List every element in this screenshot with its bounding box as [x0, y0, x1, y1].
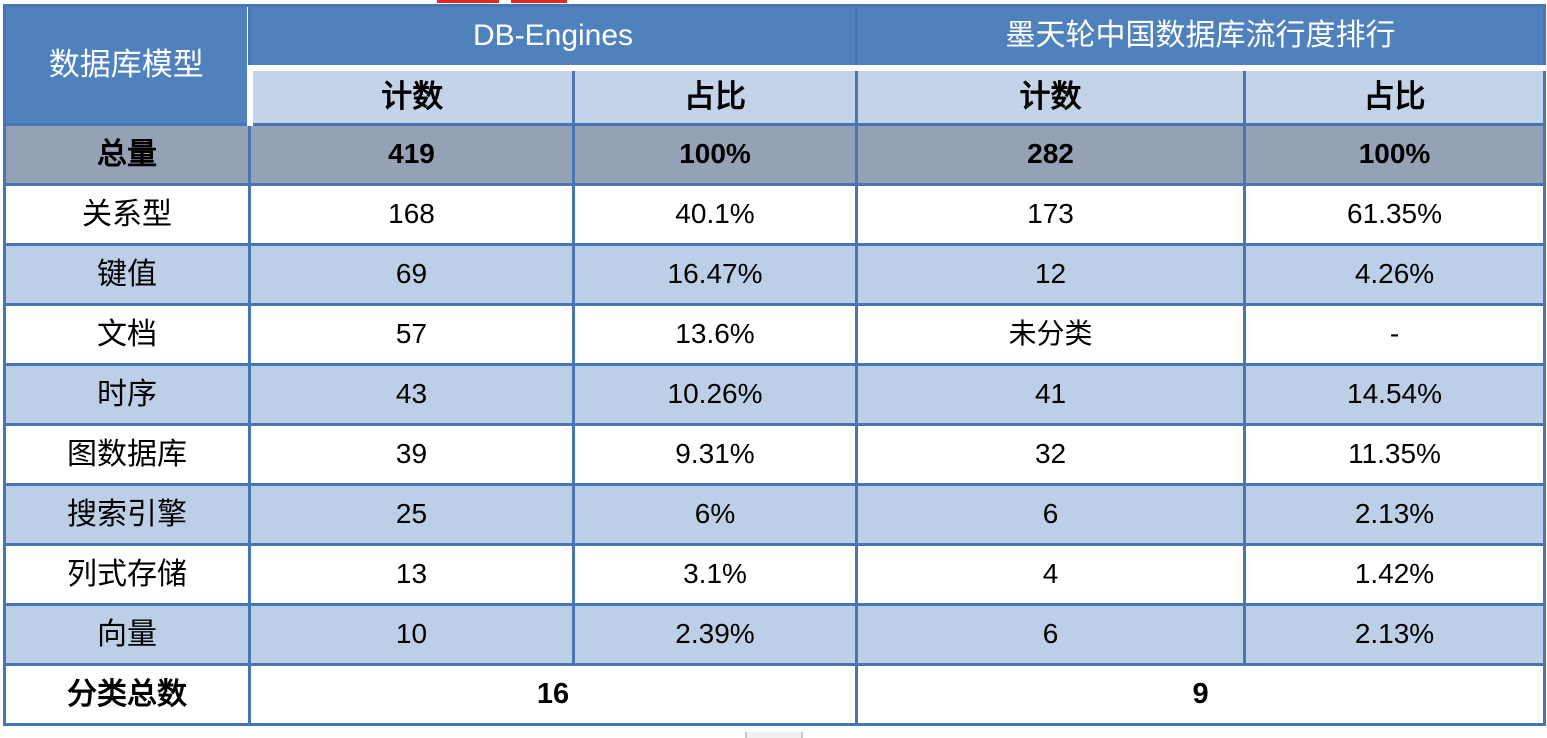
count-cell: 57: [248, 303, 575, 366]
table-row: 图数据库 39 9.31% 32 11.35%: [3, 423, 1547, 486]
row-label: 向量: [3, 603, 251, 666]
table-row-category-total: 分类总数 16 9: [3, 663, 1547, 726]
subheader-share-modb: 占比: [1243, 66, 1547, 126]
row-label: 列式存储: [3, 543, 251, 606]
row-label: 关系型: [3, 183, 251, 246]
text-underline-artifact: [511, 0, 567, 3]
share-cell: 4.26%: [1243, 243, 1547, 306]
row-label: 文档: [3, 303, 251, 366]
count-cell: 12: [855, 243, 1247, 306]
category-total-modb: 9: [855, 663, 1547, 726]
share-cell: 40.1%: [571, 183, 859, 246]
table-row: 键值 69 16.47% 12 4.26%: [3, 243, 1547, 306]
subheader-share-dbengines: 占比: [571, 66, 859, 126]
count-cell: 6: [855, 603, 1247, 666]
count-cell: 173: [855, 183, 1247, 246]
share-cell: 13.6%: [571, 303, 859, 366]
text-underline-artifact: [437, 0, 499, 3]
subheader-count-modb: 计数: [855, 66, 1247, 126]
table-row-total: 总量 419 100% 282 100%: [3, 123, 1547, 186]
comparison-table-container: 数据库模型 DB-Engines 墨天轮中国数据库流行度排行 计数 占比 计数 …: [3, 4, 1547, 726]
count-cell: 6: [855, 483, 1247, 546]
share-cell: 2.13%: [1243, 603, 1547, 666]
count-cell: 168: [248, 183, 575, 246]
share-cell: 6%: [571, 483, 859, 546]
share-cell: 3.1%: [571, 543, 859, 606]
share-cell: 2.13%: [1243, 483, 1547, 546]
share-cell: 2.39%: [571, 603, 859, 666]
share-cell: 1.42%: [1243, 543, 1547, 606]
row-label: 总量: [3, 123, 251, 186]
share-cell: 14.54%: [1243, 363, 1547, 426]
count-cell: 4: [855, 543, 1247, 606]
table-row: 文档 57 13.6% 未分类 -: [3, 303, 1547, 366]
row-label: 分类总数: [3, 663, 251, 726]
row-label: 键值: [3, 243, 251, 306]
table-row: 时序 43 10.26% 41 14.54%: [3, 363, 1547, 426]
count-cell: 25: [248, 483, 575, 546]
share-cell: 11.35%: [1243, 423, 1547, 486]
count-cell: 13: [248, 543, 575, 606]
table-row: 搜索引擎 25 6% 6 2.13%: [3, 483, 1547, 546]
count-cell: 419: [248, 123, 575, 186]
count-cell: 10: [248, 603, 575, 666]
row-label: 搜索引擎: [3, 483, 251, 546]
count-cell: 32: [855, 423, 1247, 486]
group-header-dbengines: DB-Engines: [247, 4, 859, 71]
horizontal-scrollbar-thumb[interactable]: [745, 732, 803, 738]
count-cell: 39: [248, 423, 575, 486]
corner-header-cell: 数据库模型: [3, 4, 251, 126]
share-cell: 10.26%: [571, 363, 859, 426]
comparison-table: 数据库模型 DB-Engines 墨天轮中国数据库流行度排行 计数 占比 计数 …: [3, 4, 1547, 726]
share-cell: 16.47%: [571, 243, 859, 306]
table-row: 列式存储 13 3.1% 4 1.42%: [3, 543, 1547, 606]
row-label: 图数据库: [3, 423, 251, 486]
row-label: 时序: [3, 363, 251, 426]
share-cell: 9.31%: [571, 423, 859, 486]
group-header-row: 数据库模型 DB-Engines 墨天轮中国数据库流行度排行: [3, 4, 1547, 126]
count-cell: 未分类: [855, 303, 1247, 366]
share-cell: 61.35%: [1243, 183, 1547, 246]
subheader-count-dbengines: 计数: [246, 66, 575, 126]
count-cell: 69: [248, 243, 575, 306]
table-row: 向量 10 2.39% 6 2.13%: [3, 603, 1547, 666]
share-cell: -: [1243, 303, 1547, 366]
count-cell: 43: [248, 363, 575, 426]
sub-header-row: 计数 占比 计数 占比: [5, 66, 1547, 126]
group-header-modb: 墨天轮中国数据库流行度排行: [855, 4, 1547, 71]
count-cell: 41: [855, 363, 1247, 426]
category-total-dbengines: 16: [247, 663, 859, 726]
count-cell: 282: [855, 123, 1247, 186]
share-cell: 100%: [571, 123, 859, 186]
table-row: 关系型 168 40.1% 173 61.35%: [3, 183, 1547, 246]
share-cell: 100%: [1243, 123, 1547, 186]
